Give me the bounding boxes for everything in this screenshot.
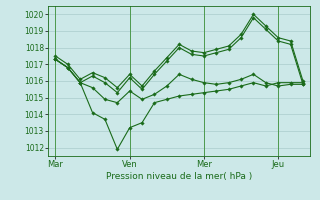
X-axis label: Pression niveau de la mer( hPa ): Pression niveau de la mer( hPa ): [106, 172, 252, 181]
